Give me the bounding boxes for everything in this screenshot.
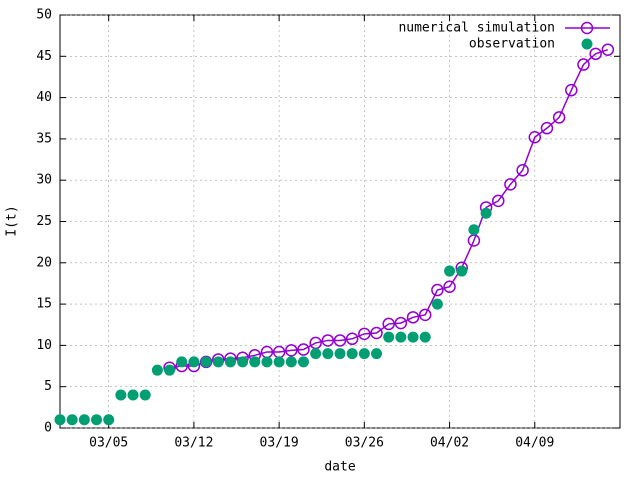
data-point — [285, 356, 297, 368]
data-point — [371, 348, 383, 360]
data-point — [321, 334, 335, 347]
data-point — [164, 364, 176, 376]
data-point — [601, 43, 615, 56]
data-point — [151, 364, 163, 376]
data-point — [273, 356, 285, 368]
data-point — [139, 389, 151, 401]
x-tick-label: 03/12 — [174, 436, 213, 451]
y-tick-label: 0 — [44, 421, 52, 436]
data-point — [419, 331, 431, 343]
data-point — [468, 224, 480, 236]
x-tick-label: 04/09 — [515, 436, 554, 451]
data-point — [443, 280, 456, 294]
data-point — [78, 414, 90, 426]
data-point — [431, 283, 444, 297]
data-point — [224, 356, 236, 368]
data-point — [334, 348, 346, 360]
data-point — [552, 111, 566, 124]
y-tick-label: 5 — [44, 379, 52, 394]
data-point — [297, 356, 309, 368]
data-point — [127, 389, 139, 401]
data-point — [456, 265, 468, 277]
data-point — [395, 331, 407, 343]
legend-label: observation — [469, 37, 555, 52]
data-point — [383, 331, 395, 343]
x-axis-label: date — [324, 460, 355, 475]
data-point — [358, 348, 370, 360]
x-tick-label: 03/05 — [89, 436, 128, 451]
y-tick-label: 15 — [36, 297, 52, 312]
data-point — [394, 316, 408, 330]
data-point — [212, 356, 224, 368]
y-tick-label: 20 — [36, 255, 52, 270]
data-point — [91, 414, 103, 426]
y-tick-label: 50 — [36, 8, 52, 23]
data-point — [492, 194, 505, 208]
data-point — [407, 331, 419, 343]
data-point — [261, 356, 273, 368]
data-point — [565, 83, 578, 97]
data-point — [358, 327, 371, 341]
legend-marker — [580, 21, 594, 35]
x-tick-label: 03/26 — [345, 436, 384, 451]
data-point — [176, 356, 188, 368]
data-point — [103, 414, 115, 426]
data-point — [249, 356, 261, 368]
x-tick-label: 04/02 — [430, 436, 469, 451]
data-point — [540, 121, 554, 135]
data-point — [346, 348, 358, 360]
y-tick-label: 45 — [36, 49, 52, 64]
data-point — [237, 356, 249, 368]
y-axis-label: I(t) — [5, 205, 20, 236]
y-tick-label: 40 — [36, 90, 52, 105]
data-point — [444, 265, 456, 277]
data-point — [310, 348, 322, 360]
data-point — [406, 311, 420, 324]
data-point — [188, 356, 200, 368]
data-point — [115, 389, 127, 401]
data-point — [345, 332, 359, 346]
data-point — [480, 207, 492, 219]
legend-marker — [581, 38, 593, 50]
data-point — [418, 308, 432, 322]
data-point — [297, 343, 310, 356]
data-point — [528, 130, 542, 144]
data-point — [66, 414, 78, 426]
data-point — [322, 348, 334, 360]
legend-label: numerical simulation — [398, 21, 555, 36]
y-tick-label: 10 — [36, 338, 52, 353]
x-tick-label: 03/19 — [260, 436, 299, 451]
data-point — [54, 414, 66, 426]
data-point — [504, 178, 517, 191]
data-point — [589, 47, 602, 61]
data-point — [516, 164, 529, 177]
y-tick-label: 25 — [36, 214, 52, 229]
data-point — [333, 334, 347, 347]
data-point — [382, 317, 395, 331]
y-tick-label: 35 — [36, 131, 52, 146]
data-point — [577, 58, 590, 71]
data-point — [285, 344, 298, 357]
data-point — [370, 326, 383, 340]
data-point — [431, 298, 443, 310]
data-point — [200, 356, 212, 368]
y-tick-label: 30 — [36, 173, 52, 188]
